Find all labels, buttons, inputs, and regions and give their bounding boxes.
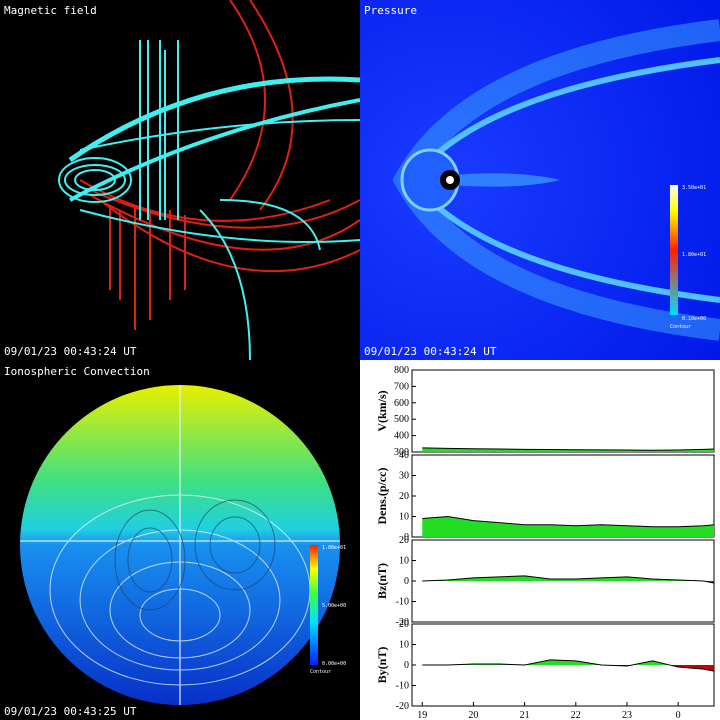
panel-title: Magnetic field (4, 4, 97, 17)
y-axis-label: Bz(nT) (375, 563, 389, 599)
x-tick-label: 22 (571, 710, 581, 720)
area-positive (422, 659, 714, 665)
colorbar-label: 5.00e+00 (322, 603, 346, 609)
pressure-panel (360, 0, 720, 360)
convection-panel (0, 360, 360, 720)
y-tick-label: 800 (394, 365, 409, 376)
y-axis-label: Dens.(p/cc) (375, 468, 389, 525)
colorbar-label: Contour (670, 324, 691, 330)
panel-title: Pressure (364, 4, 417, 17)
y-tick-label: 600 (394, 398, 409, 409)
timestamp: 09/01/23 00:43:25 UT (4, 705, 137, 718)
y-tick-label: 700 (394, 381, 409, 392)
y-tick-label: 20 (399, 535, 409, 546)
line (422, 575, 715, 584)
area-negative (422, 665, 714, 672)
panel-title: Ionospheric Convection (4, 365, 150, 378)
y-tick-label: 20 (399, 619, 409, 630)
line (422, 515, 715, 528)
colorbar-label: Contour (310, 669, 331, 675)
colorbar-label: 3.50e+01 (682, 185, 706, 191)
x-tick-label: 19 (417, 710, 427, 720)
y-tick-label: 10 (399, 556, 409, 567)
y-tick-label: 0 (404, 532, 409, 543)
y-tick-label: -20 (396, 617, 409, 628)
y-tick-label: 0 (404, 660, 409, 671)
y-tick-label: -10 (396, 597, 409, 608)
solar-wind-plots: 300 400 500 600 700 800 V(km/s) 0 10 20 30 40 Dens.(… (375, 365, 715, 720)
x-tick-label: 20 (468, 710, 478, 720)
x-tick-label: 0 (676, 710, 681, 720)
timestamp: 09/01/23 00:43:24 UT (4, 345, 137, 358)
x-tick-label: 23 (622, 710, 632, 720)
magnetic-panel (0, 0, 360, 360)
y-tick-label: 40 (399, 450, 409, 461)
area-positive (422, 516, 714, 537)
y-axis-label: V(km/s) (375, 390, 389, 431)
colorbar-label: 1.80e+01 (682, 252, 706, 258)
y-tick-label: 20 (399, 491, 409, 502)
colorbar-label: 1.00e+01 (322, 545, 346, 551)
y-tick-label: -20 (396, 701, 409, 712)
timestamp: 09/01/23 00:43:24 UT (364, 345, 497, 358)
y-tick-label: 400 (394, 431, 409, 442)
y-tick-label: 0 (404, 576, 409, 587)
line (422, 447, 715, 451)
line (422, 659, 715, 672)
y-axis-label: By(nT) (375, 647, 389, 684)
y-tick-label: 10 (399, 512, 409, 523)
colorbar-label: 0.10e+00 (682, 316, 706, 322)
plot-frame (411, 369, 715, 453)
y-tick-label: 10 (399, 640, 409, 651)
y-tick-label: 300 (394, 447, 409, 458)
x-tick-label: 21 (520, 710, 530, 720)
y-tick-label: -10 (396, 681, 409, 692)
y-tick-label: 30 (399, 471, 409, 482)
colorbar-label: 0.00e+00 (322, 661, 346, 667)
y-tick-label: 500 (394, 414, 409, 425)
